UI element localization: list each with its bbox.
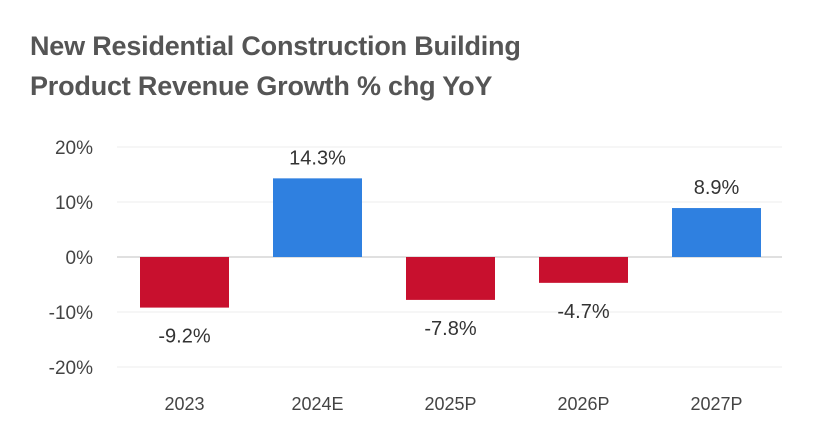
x-tick-label: 2025P <box>424 394 476 414</box>
y-tick-label: -20% <box>49 358 93 379</box>
x-tick-label: 2026P <box>557 394 609 414</box>
data-label: -7.8% <box>424 318 476 340</box>
data-label: 8.9% <box>694 177 740 199</box>
data-label: 14.3% <box>289 147 346 169</box>
bar-2023 <box>140 257 229 308</box>
bar-2025P <box>406 257 495 300</box>
data-label: -4.7% <box>557 301 609 323</box>
bar-2027P <box>672 208 761 257</box>
y-tick-label: -10% <box>49 303 93 324</box>
y-tick-label: 20% <box>55 138 93 159</box>
bar-2024E <box>273 178 362 257</box>
chart-title: New Residential Construction Building Pr… <box>30 26 521 106</box>
data-label: -9.2% <box>158 326 210 348</box>
y-tick-label: 10% <box>55 193 93 214</box>
y-tick-label: 0% <box>66 248 94 269</box>
chart-title-line-1: New Residential Construction Building <box>30 31 521 61</box>
x-tick-label: 2027P <box>690 394 742 414</box>
x-tick-label: 2024E <box>291 394 343 414</box>
bar-2026P <box>539 257 628 283</box>
x-tick-label: 2023 <box>164 394 204 414</box>
chart-title-line-2: Product Revenue Growth % chg YoY <box>30 71 493 101</box>
